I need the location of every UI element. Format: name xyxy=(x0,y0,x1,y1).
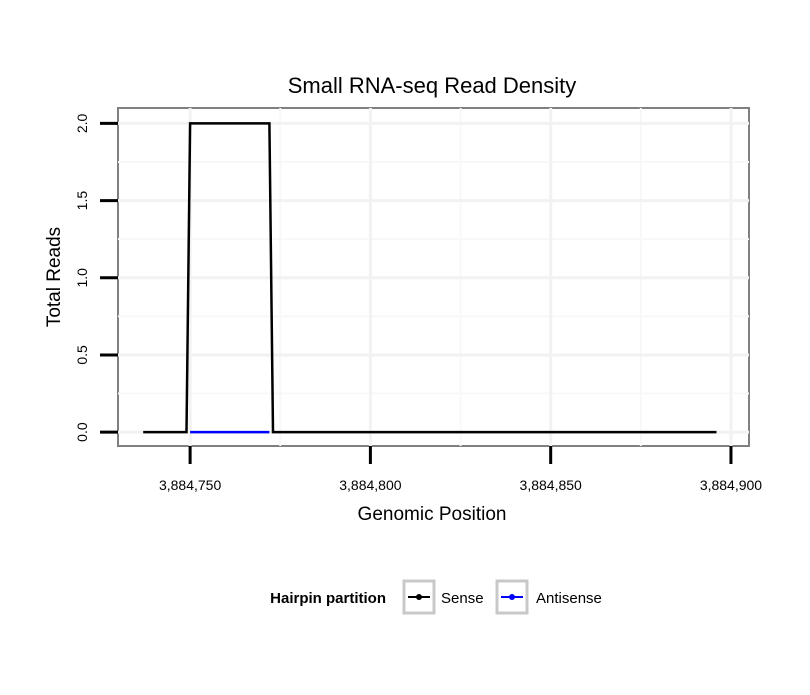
legend-entry-antisense[interactable]: Antisense xyxy=(495,579,602,615)
y-tick-label: 0.5 xyxy=(74,345,90,365)
legend-point-antisense xyxy=(509,594,515,600)
legend: Hairpin partition Sense Antisense xyxy=(270,579,602,615)
series-layer xyxy=(143,122,717,434)
y-tick-label: 1.5 xyxy=(74,191,90,211)
legend-title: Hairpin partition xyxy=(270,590,386,607)
legend-label-sense: Sense xyxy=(441,590,484,607)
y-tick-label: 0.0 xyxy=(74,422,90,442)
series-line-sense xyxy=(143,122,717,434)
x-tick-label: 3,884,850 xyxy=(520,477,582,493)
x-tick-label: 3,884,750 xyxy=(159,477,221,493)
y-tick-label: 2.0 xyxy=(74,113,90,133)
chart-title: Small RNA-seq Read Density xyxy=(288,73,577,98)
x-axis-label: Genomic Position xyxy=(358,504,507,525)
y-tick-label: 1.0 xyxy=(74,268,90,288)
grid-lines xyxy=(118,108,749,446)
axes: 0.0 0.5 1.0 1.5 2.0 3,884,750 3,884,800 3,884,8… xyxy=(74,113,762,493)
x-tick-label: 3,884,800 xyxy=(339,477,401,493)
legend-entry-sense[interactable]: Sense xyxy=(402,579,484,615)
y-axis-label: Total Reads xyxy=(44,227,65,327)
legend-point-sense xyxy=(416,594,422,600)
legend-label-antisense: Antisense xyxy=(536,590,602,607)
x-tick-label: 3,884,900 xyxy=(700,477,762,493)
